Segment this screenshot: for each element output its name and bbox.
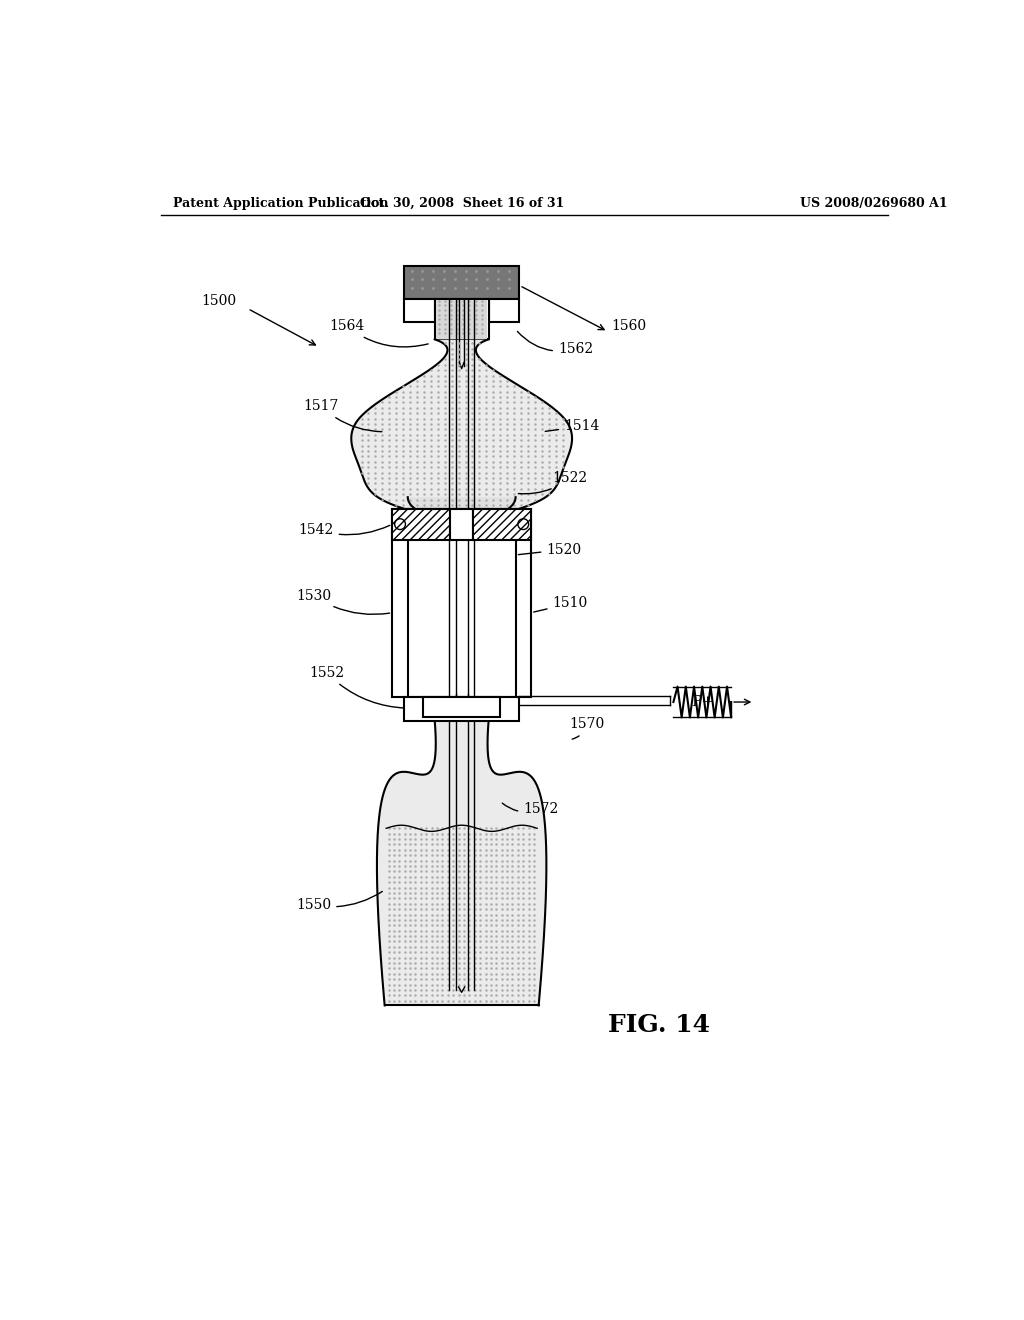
- Text: 1510: 1510: [534, 597, 588, 612]
- Text: 1517: 1517: [304, 400, 382, 432]
- Polygon shape: [408, 498, 515, 520]
- Text: 1542: 1542: [298, 523, 390, 536]
- Text: 1530: 1530: [296, 589, 389, 614]
- Text: 1564: 1564: [330, 319, 428, 347]
- Polygon shape: [377, 721, 547, 1006]
- Text: 1514: 1514: [545, 420, 599, 433]
- Bar: [392, 508, 531, 697]
- Bar: [473, 508, 531, 540]
- Text: Oct. 30, 2008  Sheet 16 of 31: Oct. 30, 2008 Sheet 16 of 31: [359, 197, 564, 210]
- Bar: [435, 298, 488, 339]
- Text: 1520: 1520: [518, 543, 582, 557]
- Text: 1552: 1552: [309, 665, 404, 708]
- Text: 1500: 1500: [202, 294, 237, 308]
- Text: US 2008/0269680 A1: US 2008/0269680 A1: [801, 197, 948, 210]
- Text: FIG. 14: FIG. 14: [608, 1012, 710, 1036]
- Text: 1522: 1522: [518, 471, 588, 494]
- Text: P+: P+: [691, 696, 714, 709]
- Text: 1550: 1550: [296, 891, 382, 912]
- Text: 1572: 1572: [503, 803, 558, 816]
- Bar: [423, 697, 500, 717]
- Bar: [436, 300, 487, 339]
- Bar: [403, 697, 519, 721]
- Text: 1560: 1560: [611, 319, 647, 333]
- Bar: [488, 298, 519, 322]
- Bar: [451, 508, 473, 540]
- Bar: [403, 267, 519, 298]
- Bar: [392, 508, 451, 540]
- Bar: [403, 298, 435, 322]
- Text: 1562: 1562: [517, 331, 593, 356]
- Polygon shape: [351, 339, 572, 508]
- Text: Patent Application Publication: Patent Application Publication: [173, 197, 388, 210]
- Text: 1570: 1570: [569, 717, 605, 739]
